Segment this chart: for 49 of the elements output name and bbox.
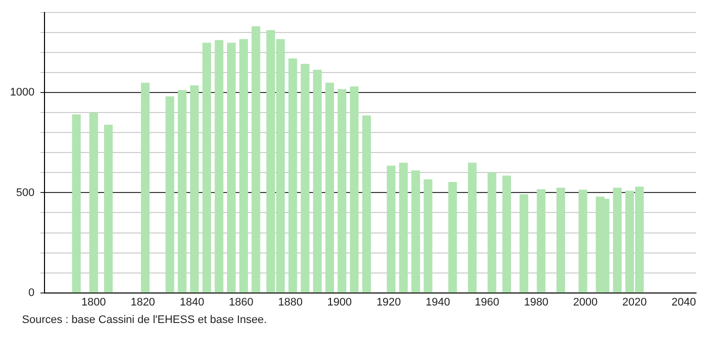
bar	[488, 172, 496, 293]
bar	[202, 42, 212, 293]
x-tick-label: 1880	[278, 296, 303, 308]
x-tick-label: 1920	[376, 296, 401, 308]
source-note: Sources : base Cassini de l'EHESS et base Insee.	[22, 314, 268, 326]
bar	[468, 162, 477, 293]
bar	[190, 85, 199, 293]
bar	[178, 90, 186, 293]
x-tick-label: 1820	[130, 296, 156, 308]
bar	[536, 189, 546, 293]
bar	[288, 58, 298, 293]
bar	[325, 82, 334, 293]
bar	[411, 170, 420, 293]
bar	[72, 114, 81, 293]
bar	[140, 82, 150, 293]
x-tick-label: 1860	[228, 296, 254, 308]
x-tick-label: 1900	[327, 296, 352, 308]
bar	[214, 40, 224, 293]
bar	[424, 179, 432, 293]
y-tick-label: 1000	[10, 86, 34, 99]
bar	[362, 116, 371, 293]
bar	[399, 162, 408, 293]
bar	[104, 124, 113, 293]
bar	[338, 89, 346, 293]
bar	[386, 166, 396, 293]
bar	[239, 39, 248, 293]
bar	[89, 112, 98, 293]
bar	[556, 188, 566, 293]
x-tick-label: 1800	[81, 296, 106, 308]
x-tick-label: 2040	[671, 296, 696, 308]
bar	[520, 194, 528, 293]
x-tick-label: 2020	[622, 296, 647, 308]
bar	[612, 188, 622, 293]
bar	[300, 64, 310, 293]
x-tick-label: 2000	[573, 296, 598, 308]
bar	[448, 182, 457, 293]
x-tick-label: 1980	[524, 296, 548, 308]
bar	[502, 176, 512, 293]
x-tick-label: 1940	[426, 296, 450, 308]
bar	[578, 190, 588, 293]
y-tick-label: 500	[16, 186, 34, 199]
bar	[166, 96, 174, 293]
bar	[226, 42, 236, 293]
y-tick-label: 0	[28, 286, 34, 299]
bar	[313, 70, 322, 293]
bar	[350, 86, 359, 293]
x-tick-label: 1840	[180, 296, 204, 308]
bar	[252, 26, 260, 293]
x-tick-label: 1960	[474, 296, 500, 308]
